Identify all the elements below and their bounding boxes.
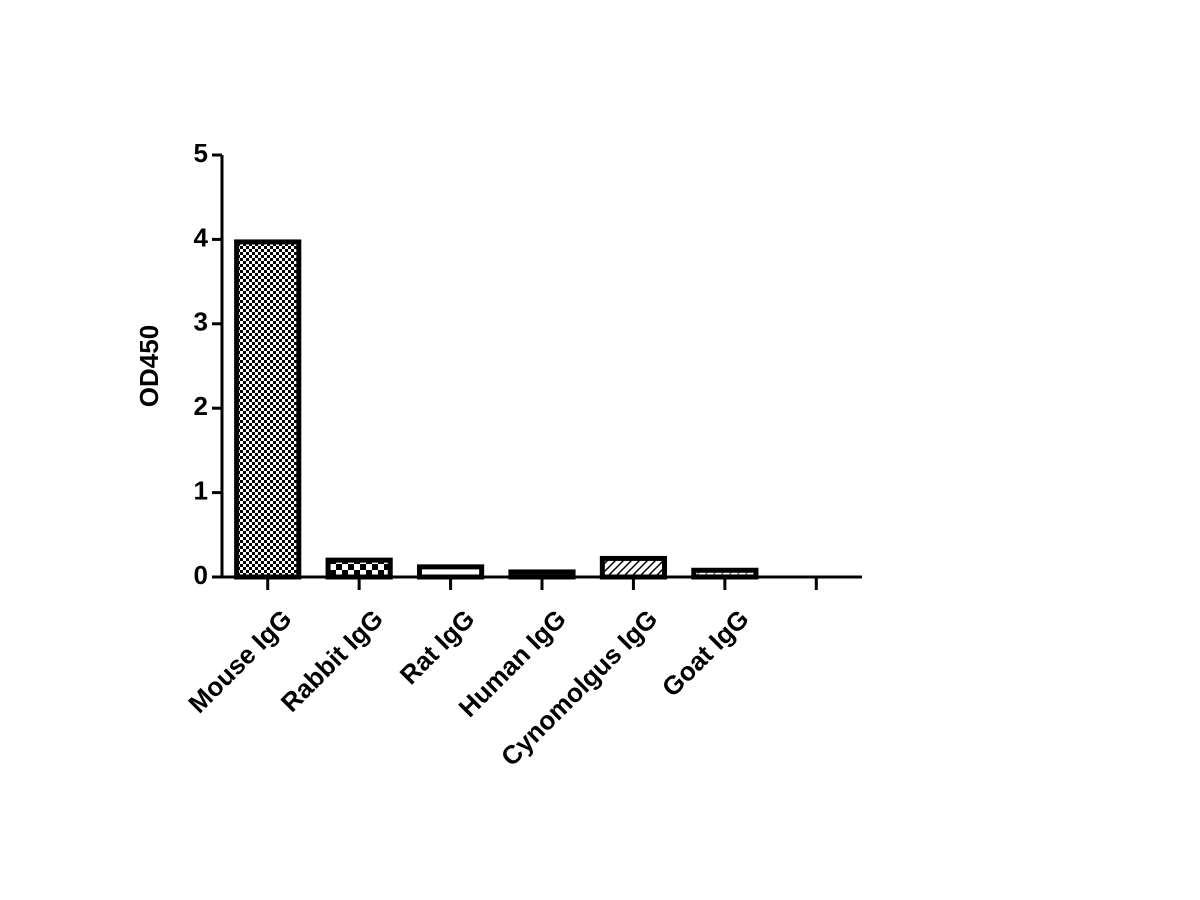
y-tick-label: 4 xyxy=(194,222,209,252)
y-tick-label: 0 xyxy=(194,560,208,590)
x-tick-label: Cynomolgus IgG xyxy=(495,604,663,772)
y-axis-label: OD450 xyxy=(134,325,164,407)
x-tick-label: Rat IgG xyxy=(394,604,481,691)
bar xyxy=(325,557,393,580)
bar xyxy=(234,239,302,580)
y-tick-label: 5 xyxy=(194,138,208,168)
bar xyxy=(416,564,485,580)
y-tick-label: 3 xyxy=(194,307,208,337)
x-tick-label: Goat IgG xyxy=(656,604,755,703)
y-tick-label: 2 xyxy=(194,391,208,421)
bar xyxy=(599,555,668,580)
y-tick-label: 1 xyxy=(194,475,208,505)
